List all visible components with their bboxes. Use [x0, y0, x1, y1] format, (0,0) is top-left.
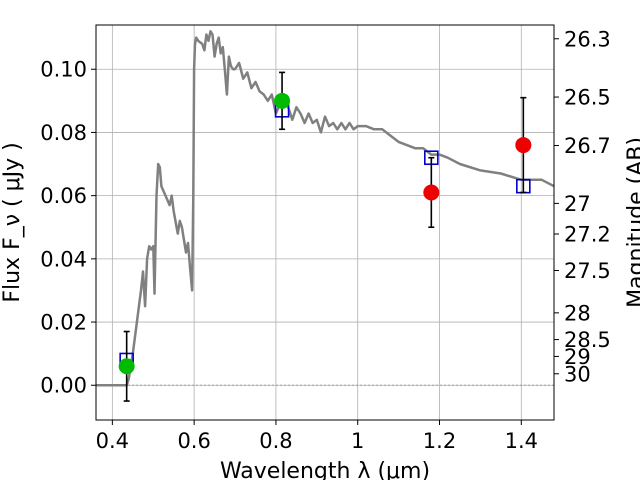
y-tick-label: 0.02 [40, 311, 87, 335]
x-tick-label: 0.4 [96, 429, 129, 453]
y2-tick-label: 26.5 [564, 86, 611, 110]
y2-tick-label: 27 [564, 192, 591, 216]
y2-tick-label: 30 [564, 362, 591, 386]
axis-ticks: 0.4 0.6 0.8 1 1.2 1.4 0.00 0.02 0.04 0.06 0.08 0.10… [40, 27, 611, 453]
y2-tick-label: 29 [564, 345, 591, 369]
photometry-point [274, 92, 291, 109]
photometry-point [423, 184, 440, 201]
photometry-point [515, 137, 532, 154]
y-axis-label: Flux F_ν ( μJy ) [0, 142, 25, 302]
photometry-markers [118, 71, 532, 402]
x-tick-label: 0.6 [177, 429, 210, 453]
y2-axis-label: Magnitude (AB) [624, 137, 640, 308]
x-tick-label: 1.2 [423, 429, 456, 453]
model-spectrum [96, 30, 555, 387]
y2-tick-label: 26.7 [564, 134, 611, 158]
x-tick-label: 0.8 [259, 429, 292, 453]
y-tick-label: 0.04 [40, 247, 87, 271]
x-tick-label: 1 [351, 429, 364, 453]
x-axis-label: Wavelength λ (μm) [220, 459, 430, 480]
y-tick-label: 0.08 [40, 121, 87, 145]
photometry-point [118, 358, 135, 375]
y2-tick-label: 28.5 [564, 328, 611, 352]
spectrum-line [96, 30, 555, 387]
grid [96, 25, 554, 420]
y2-tick-label: 27.5 [564, 259, 611, 283]
y-tick-label: 0.10 [40, 58, 87, 82]
y2-tick-label: 27.2 [564, 222, 611, 246]
y2-tick-label: 28 [564, 301, 591, 325]
plot-frame [95, 24, 555, 421]
y2-tick-label: 26.3 [564, 27, 611, 51]
y-tick-label: 0.00 [40, 374, 87, 398]
y-tick-label: 0.06 [40, 184, 87, 208]
x-tick-label: 1.4 [505, 429, 538, 453]
